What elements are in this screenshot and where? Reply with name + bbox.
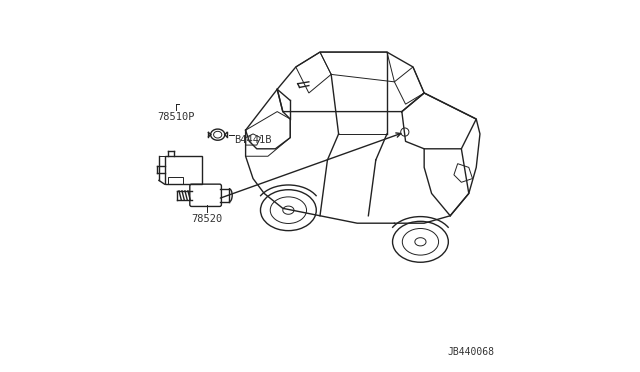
Text: 78510P: 78510P: [157, 112, 195, 122]
Text: 78520: 78520: [191, 214, 223, 224]
Text: B4441B: B4441B: [234, 135, 271, 144]
Text: JB440068: JB440068: [448, 347, 495, 357]
